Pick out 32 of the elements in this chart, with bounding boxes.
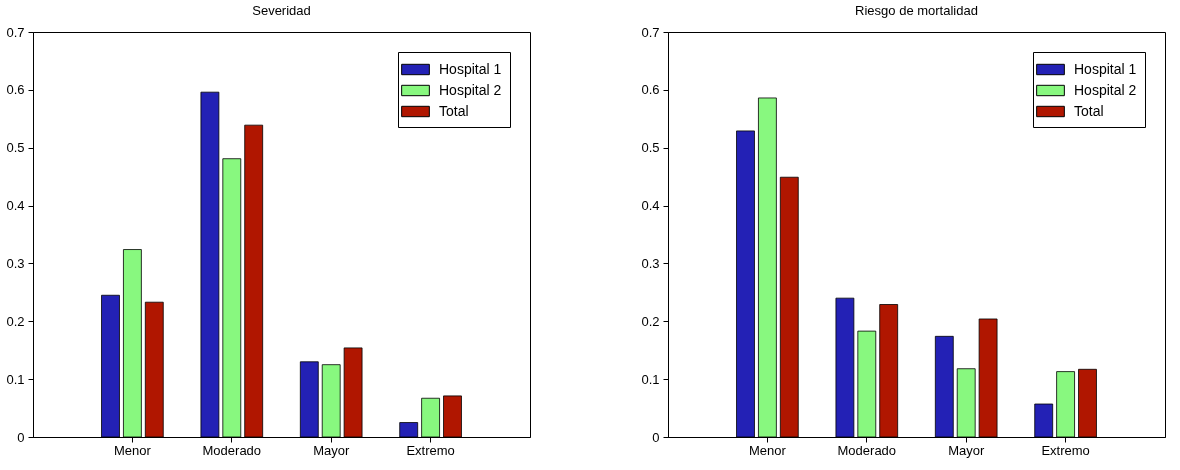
chart-title: Severidad [252,3,311,18]
chart-title: Riesgo de mortalidad [855,3,978,18]
x-tick-label: Extremo [406,442,455,458]
x-tick-label: Moderado [837,442,897,458]
y-tick-label: 0.5 [6,140,25,156]
y-tick-label: 0.6 [641,82,660,98]
y-tick-label: 0.5 [641,140,660,156]
x-tick-label: Moderado [202,442,262,458]
legend-label: Total [1074,102,1104,119]
y-tick-label: 0.7 [6,24,25,40]
y-tick-label: 0.6 [6,82,25,98]
y-tick-label: 0.2 [6,313,25,329]
y-tick-label: 0 [652,429,660,445]
y-tick-label: 0.1 [641,371,660,387]
x-tick-label: Mayor [313,442,350,458]
y-tick-label: 0.3 [6,255,25,271]
x-tick-label: Menor [748,442,787,458]
legend-label: Total [439,102,469,119]
y-tick-label: 0 [17,429,25,445]
legend-label: Hospital 1 [1074,60,1137,77]
x-tick-label: Menor [113,442,152,458]
y-tick-label: 0.3 [641,255,660,271]
legend-label: Hospital 2 [1074,81,1137,98]
legend-label: Hospital 1 [439,60,502,77]
legend-label: Hospital 2 [439,81,502,98]
y-tick-label: 0.7 [641,24,660,40]
y-tick-label: 0.1 [6,371,25,387]
x-tick-label: Mayor [948,442,985,458]
y-tick-label: 0.4 [641,198,660,214]
y-tick-label: 0.2 [641,313,660,329]
x-tick-label: Extremo [1041,442,1090,458]
y-tick-label: 0.4 [6,198,25,214]
